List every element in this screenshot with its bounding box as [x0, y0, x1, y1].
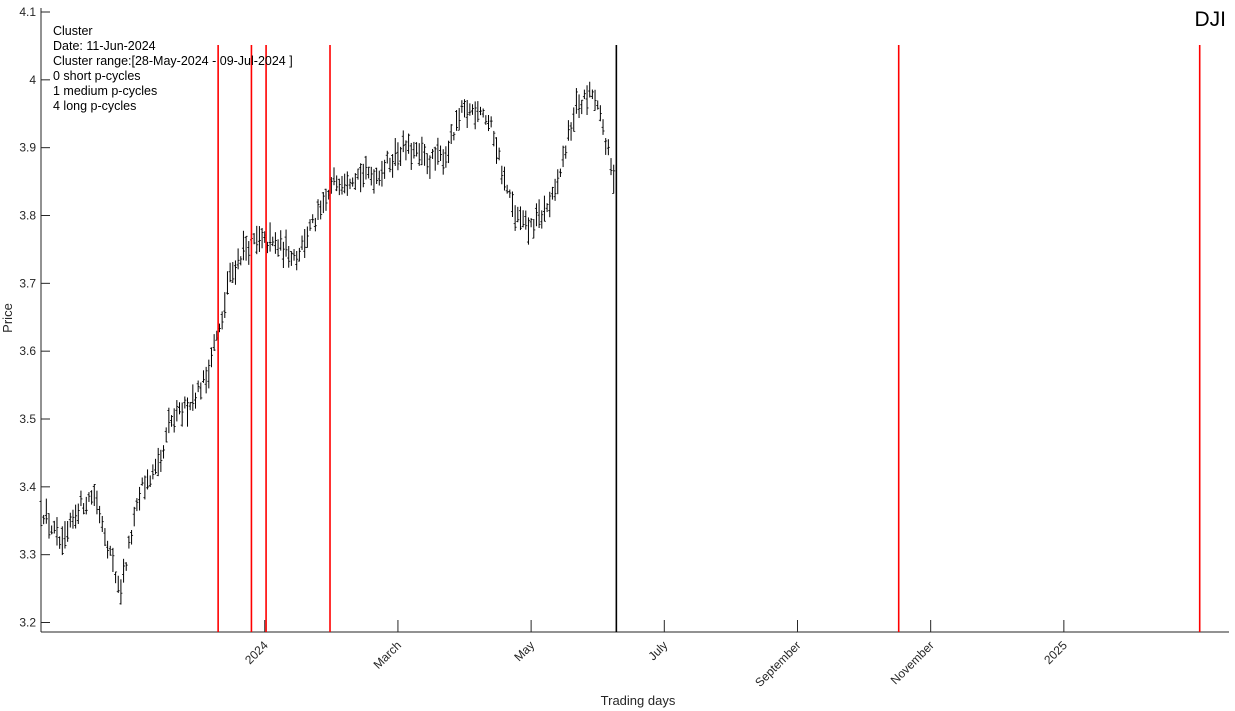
x-tick-label: March	[371, 638, 404, 671]
ticker-label: DJI	[1195, 8, 1227, 31]
x-axis-ticks: 2024 March May July September November 2025	[242, 620, 1070, 690]
info-line: 4 long p-cycles	[53, 99, 136, 113]
x-tick-label: July	[645, 638, 670, 663]
y-tick-label: 3.6	[19, 344, 36, 358]
y-tick-label: 3.5	[19, 412, 36, 426]
info-box: Cluster Date: 11-Jun-2024 Cluster range:…	[53, 24, 293, 113]
info-line: 1 medium p-cycles	[53, 84, 157, 98]
y-tick-label: 3.9	[19, 141, 36, 155]
info-line: Cluster range:[28-May-2024 - 09-Jul-2024…	[53, 54, 293, 68]
cycle-markers	[217, 45, 1201, 632]
y-tick-label: 4.1	[19, 5, 36, 19]
x-tick-label: November	[888, 638, 937, 687]
info-line: Cluster	[53, 24, 93, 38]
x-tick-label: 2024	[242, 638, 271, 667]
info-line: 0 short p-cycles	[53, 69, 141, 83]
y-tick-label: 3.8	[19, 209, 36, 223]
y-axis-label: Price	[0, 303, 15, 333]
y-tick-label: 4	[29, 73, 36, 87]
plot-area: 3.2 3.3 3.4 3.5 3.6 3.7 3.8 3.9 4 4.1 2024 March Ma…	[19, 5, 1229, 690]
y-tick-label: 3.3	[19, 548, 36, 562]
info-line: Date: 11-Jun-2024	[53, 39, 156, 53]
x-tick-label: September	[752, 638, 803, 689]
x-tick-label: 2025	[1041, 638, 1070, 667]
y-axis-ticks: 3.2 3.3 3.4 3.5 3.6 3.7 3.8 3.9 4 4.1	[19, 5, 50, 630]
y-tick-label: 3.4	[19, 480, 36, 494]
y-tick-label: 3.7	[19, 276, 36, 290]
price-bars	[39, 81, 616, 605]
x-axis-label: Trading days	[601, 693, 676, 708]
y-tick-label: 3.2	[19, 616, 36, 630]
x-tick-label: May	[511, 638, 537, 664]
